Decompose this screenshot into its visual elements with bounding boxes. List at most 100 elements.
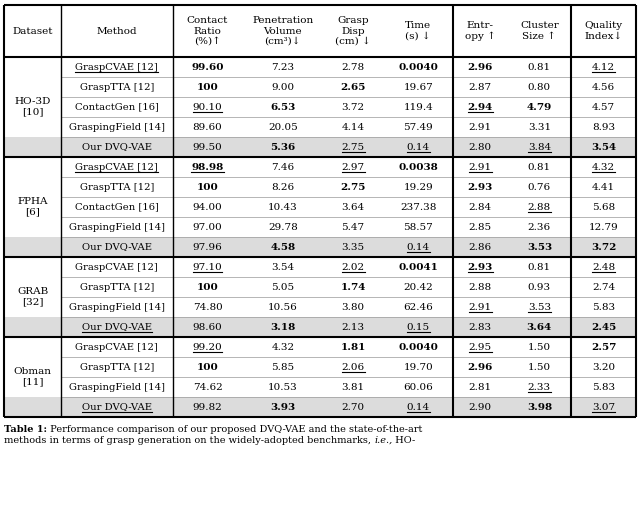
Text: GraspingField [14]: GraspingField [14] bbox=[69, 222, 165, 231]
Text: Time
(s) ↓: Time (s) ↓ bbox=[405, 21, 431, 41]
Text: 89.60: 89.60 bbox=[193, 123, 222, 131]
Text: 2.88: 2.88 bbox=[528, 202, 551, 212]
Text: 5.83: 5.83 bbox=[592, 383, 615, 391]
Text: GraspTTA [12]: GraspTTA [12] bbox=[79, 82, 154, 91]
Text: 2.57: 2.57 bbox=[591, 342, 616, 352]
Text: 2.83: 2.83 bbox=[468, 322, 492, 332]
Text: 0.80: 0.80 bbox=[528, 82, 551, 91]
Text: GraspingField [14]: GraspingField [14] bbox=[69, 303, 165, 312]
Text: 0.0038: 0.0038 bbox=[398, 162, 438, 172]
Text: 2.85: 2.85 bbox=[468, 222, 492, 231]
Text: 99.60: 99.60 bbox=[191, 62, 224, 72]
Text: 3.72: 3.72 bbox=[591, 243, 616, 251]
Text: 94.00: 94.00 bbox=[193, 202, 222, 212]
Text: 4.14: 4.14 bbox=[342, 123, 365, 131]
Text: 97.10: 97.10 bbox=[193, 263, 222, 271]
Text: Our DVQ-VAE: Our DVQ-VAE bbox=[82, 403, 152, 411]
Text: GraspTTA [12]: GraspTTA [12] bbox=[79, 182, 154, 192]
Text: ContactGen [16]: ContactGen [16] bbox=[75, 202, 159, 212]
Text: 1.74: 1.74 bbox=[340, 283, 366, 291]
Text: 2.97: 2.97 bbox=[342, 162, 365, 172]
Text: 5.85: 5.85 bbox=[271, 362, 294, 371]
Text: 119.4: 119.4 bbox=[403, 103, 433, 111]
Text: 62.46: 62.46 bbox=[403, 303, 433, 312]
Text: 2.88: 2.88 bbox=[468, 283, 492, 291]
Text: GRAB
[32]: GRAB [32] bbox=[17, 287, 48, 307]
Text: 2.65: 2.65 bbox=[340, 82, 366, 91]
Text: 2.06: 2.06 bbox=[342, 362, 365, 371]
Text: 1.50: 1.50 bbox=[528, 342, 551, 352]
Text: 4.57: 4.57 bbox=[592, 103, 615, 111]
Text: 2.91: 2.91 bbox=[468, 303, 492, 312]
Text: GraspTTA [12]: GraspTTA [12] bbox=[79, 283, 154, 291]
Text: 3.98: 3.98 bbox=[527, 403, 552, 411]
Text: 57.49: 57.49 bbox=[403, 123, 433, 131]
Text: 3.81: 3.81 bbox=[342, 383, 365, 391]
Text: 19.67: 19.67 bbox=[403, 82, 433, 91]
Text: 3.31: 3.31 bbox=[528, 123, 551, 131]
Text: HO-3D
[10]: HO-3D [10] bbox=[15, 97, 51, 117]
Text: 3.54: 3.54 bbox=[591, 143, 616, 151]
Text: FPHA
[6]: FPHA [6] bbox=[17, 197, 48, 217]
Text: 3.64: 3.64 bbox=[527, 322, 552, 332]
Text: 2.02: 2.02 bbox=[342, 263, 365, 271]
Text: 5.05: 5.05 bbox=[271, 283, 294, 291]
Text: Table 1:: Table 1: bbox=[4, 425, 47, 434]
Text: Performance comparison of our proposed DVQ-VAE and the state-of-the-art: Performance comparison of our proposed D… bbox=[47, 425, 422, 434]
Text: 3.80: 3.80 bbox=[342, 303, 365, 312]
Text: 2.70: 2.70 bbox=[342, 403, 365, 411]
Text: Contact
Ratio
(%)↑: Contact Ratio (%)↑ bbox=[187, 16, 228, 46]
Text: 2.80: 2.80 bbox=[468, 143, 492, 151]
Text: 0.81: 0.81 bbox=[528, 62, 551, 72]
Text: 3.72: 3.72 bbox=[342, 103, 365, 111]
Text: 3.20: 3.20 bbox=[592, 362, 615, 371]
Text: Our DVQ-VAE: Our DVQ-VAE bbox=[82, 143, 152, 151]
Text: Penetration
Volume
(cm³)↓: Penetration Volume (cm³)↓ bbox=[252, 16, 314, 46]
Text: 3.53: 3.53 bbox=[528, 303, 551, 312]
Text: 2.86: 2.86 bbox=[468, 243, 492, 251]
Text: 2.13: 2.13 bbox=[342, 322, 365, 332]
Text: 1.50: 1.50 bbox=[528, 362, 551, 371]
Text: 74.62: 74.62 bbox=[193, 383, 222, 391]
Text: 10.56: 10.56 bbox=[268, 303, 298, 312]
Text: 2.90: 2.90 bbox=[468, 403, 492, 411]
Text: 2.75: 2.75 bbox=[340, 182, 366, 192]
Text: 9.00: 9.00 bbox=[271, 82, 294, 91]
Text: GraspCVAE [12]: GraspCVAE [12] bbox=[76, 342, 158, 352]
Text: 0.15: 0.15 bbox=[406, 322, 429, 332]
Text: 1.81: 1.81 bbox=[340, 342, 366, 352]
Text: 2.74: 2.74 bbox=[592, 283, 615, 291]
Text: 4.41: 4.41 bbox=[592, 182, 615, 192]
Text: 100: 100 bbox=[196, 182, 218, 192]
Text: GraspCVAE [12]: GraspCVAE [12] bbox=[76, 62, 158, 72]
Text: 0.14: 0.14 bbox=[406, 403, 429, 411]
Text: 3.35: 3.35 bbox=[342, 243, 365, 251]
Text: Quality
Index↓: Quality Index↓ bbox=[584, 21, 623, 41]
Text: 3.64: 3.64 bbox=[342, 202, 365, 212]
Text: 98.60: 98.60 bbox=[193, 322, 222, 332]
Text: 2.33: 2.33 bbox=[528, 383, 551, 391]
Text: 4.32: 4.32 bbox=[271, 342, 294, 352]
Text: 8.93: 8.93 bbox=[592, 123, 615, 131]
Text: 5.36: 5.36 bbox=[270, 143, 296, 151]
Text: 5.83: 5.83 bbox=[592, 303, 615, 312]
Text: 2.93: 2.93 bbox=[468, 182, 493, 192]
Text: 0.81: 0.81 bbox=[528, 263, 551, 271]
Text: 2.36: 2.36 bbox=[528, 222, 551, 231]
Text: Method: Method bbox=[97, 27, 137, 35]
Text: HO-: HO- bbox=[392, 436, 415, 445]
Text: 4.32: 4.32 bbox=[592, 162, 615, 172]
Text: 3.07: 3.07 bbox=[592, 403, 615, 411]
Text: 100: 100 bbox=[196, 362, 218, 371]
Text: 100: 100 bbox=[196, 82, 218, 91]
Text: 4.56: 4.56 bbox=[592, 82, 615, 91]
Text: 10.53: 10.53 bbox=[268, 383, 298, 391]
Text: 2.94: 2.94 bbox=[468, 103, 493, 111]
Bar bbox=[4, 317, 636, 337]
Text: 2.95: 2.95 bbox=[468, 342, 492, 352]
Text: 19.29: 19.29 bbox=[403, 182, 433, 192]
Text: 7.23: 7.23 bbox=[271, 62, 294, 72]
Text: 19.70: 19.70 bbox=[403, 362, 433, 371]
Text: 20.42: 20.42 bbox=[403, 283, 433, 291]
Text: 2.96: 2.96 bbox=[468, 362, 493, 371]
